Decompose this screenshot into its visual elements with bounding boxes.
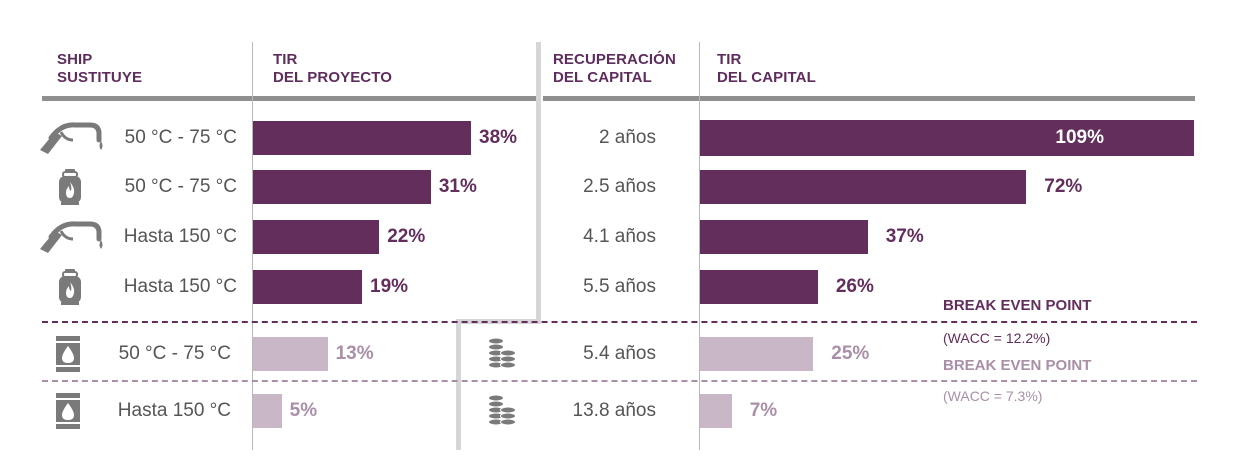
header-tir-proyecto: TIR DEL PROYECTO bbox=[273, 51, 393, 86]
payback-value: 2 años bbox=[598, 127, 656, 148]
tir-proyecto-bar bbox=[253, 220, 380, 254]
break-even-note-2: (WACC = 7.3%) bbox=[943, 388, 1043, 404]
header-rule-left bbox=[42, 96, 538, 101]
header-recuperacion-capital: RECUPERACIÓN DEL CAPITAL bbox=[553, 51, 676, 86]
tir-capital-value: 72% bbox=[1044, 176, 1083, 197]
tir-proyecto-bar bbox=[253, 170, 431, 204]
fuel-nozzle-icon bbox=[40, 122, 103, 154]
header-tir-capital: TIR DEL CAPITAL bbox=[717, 51, 816, 86]
tir-proyecto-value: 19% bbox=[370, 276, 409, 297]
tir-capital-value: 7% bbox=[749, 400, 778, 421]
oil-drop-icon bbox=[56, 393, 80, 429]
tir-proyecto-value: 13% bbox=[335, 343, 374, 364]
column-divider-2 bbox=[699, 42, 700, 450]
break-even-line-1 bbox=[42, 321, 1197, 323]
payback-value: 5.5 años bbox=[583, 276, 656, 297]
tir-capital-value: 25% bbox=[831, 343, 870, 364]
payback-value: 4.1 años bbox=[583, 226, 656, 247]
break-even-title-2: BREAK EVEN POINT bbox=[943, 357, 1092, 374]
break-even-line-2 bbox=[42, 380, 1197, 382]
tir-capital-value: 26% bbox=[835, 276, 874, 297]
tir-capital-bar bbox=[700, 270, 818, 304]
tir-proyecto-value: 22% bbox=[387, 226, 426, 247]
tir-capital-bar bbox=[700, 120, 1194, 156]
column-divider-1 bbox=[252, 42, 253, 450]
row-label: 50 °C - 75 °C bbox=[124, 127, 237, 148]
tir-proyecto-value: 31% bbox=[438, 176, 477, 197]
row-label: Hasta 150 °C bbox=[117, 400, 231, 421]
row-label: 50 °C - 75 °C bbox=[124, 176, 237, 197]
tir-proyecto-bar bbox=[253, 270, 362, 304]
tir-capital-value: 37% bbox=[885, 226, 924, 247]
header-rule-right bbox=[543, 96, 1195, 101]
break-even-note-1: (WACC = 12.2%) bbox=[943, 330, 1051, 346]
column-gap-upper bbox=[536, 42, 541, 321]
tir-capital-bar bbox=[700, 337, 814, 371]
payback-value: 2.5 años bbox=[583, 176, 656, 197]
tir-proyecto-bar bbox=[253, 121, 471, 155]
tir-proyecto-bar bbox=[253, 337, 328, 371]
coin-stack-icon bbox=[488, 394, 516, 426]
row-label: Hasta 150 °C bbox=[123, 276, 237, 297]
tir-proyecto-bar bbox=[253, 394, 282, 428]
fuel-nozzle-icon bbox=[40, 221, 103, 253]
payback-value: 13.8 años bbox=[572, 400, 656, 421]
tir-capital-bar bbox=[700, 220, 868, 254]
tir-capital-value: 109% bbox=[1055, 127, 1104, 148]
gas-cylinder-icon bbox=[59, 169, 81, 205]
tir-proyecto-value: 38% bbox=[479, 127, 518, 148]
tir-proyecto-value: 5% bbox=[289, 400, 318, 421]
payback-value: 5.4 años bbox=[583, 343, 656, 364]
tir-capital-bar bbox=[700, 394, 732, 428]
header-ship-sustituye: SHIP SUSTITUYE bbox=[57, 51, 143, 86]
row-label: Hasta 150 °C bbox=[123, 226, 237, 247]
break-even-title-1: BREAK EVEN POINT bbox=[943, 297, 1092, 314]
row-label: 50 °C - 75 °C bbox=[118, 343, 231, 364]
gas-cylinder-icon bbox=[59, 269, 81, 305]
column-gap-lower bbox=[456, 319, 461, 450]
oil-drop-icon bbox=[56, 336, 80, 372]
coin-stack-icon bbox=[488, 337, 516, 369]
tir-capital-bar bbox=[700, 170, 1027, 204]
